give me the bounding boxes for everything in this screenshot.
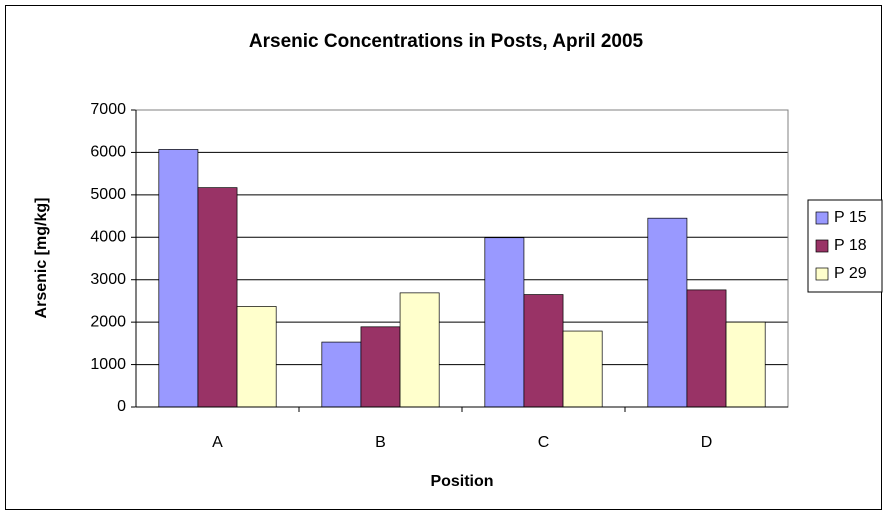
y-tick-label: 2000 <box>90 313 126 330</box>
bar <box>725 321 766 408</box>
bar <box>158 149 199 408</box>
bar <box>686 289 727 408</box>
y-tick-label: 6000 <box>90 144 126 161</box>
y-tick-label: 3000 <box>90 271 126 288</box>
legend-label: P 18 <box>834 237 867 254</box>
chart-border <box>5 5 882 510</box>
x-tick-label: D <box>701 434 713 451</box>
bar <box>523 294 564 408</box>
y-tick-label: 4000 <box>90 229 126 246</box>
bar <box>399 292 440 408</box>
y-tick-label: 5000 <box>90 186 126 203</box>
legend-swatch <box>815 211 829 225</box>
bar <box>484 237 525 408</box>
legend-swatch <box>815 267 829 281</box>
x-tick-label: C <box>538 434 550 451</box>
legend-label: P 15 <box>834 209 867 226</box>
x-axis-label: Position <box>430 473 493 490</box>
legend-label: P 29 <box>834 265 867 282</box>
y-tick-label: 1000 <box>90 356 126 373</box>
y-tick-label: 0 <box>117 398 126 415</box>
bar <box>360 326 401 408</box>
bar <box>562 330 603 408</box>
x-tick-label: A <box>212 434 223 451</box>
bar <box>197 187 238 408</box>
x-tick-label: B <box>375 434 386 451</box>
bar <box>321 341 362 408</box>
y-tick-label: 7000 <box>90 101 126 118</box>
bar <box>647 217 688 408</box>
legend-swatch <box>815 239 829 253</box>
y-axis-label: Arsenic [mg/kg] <box>33 198 50 319</box>
chart-title: Arsenic Concentrations in Posts, April 2… <box>249 31 644 52</box>
bar <box>236 306 277 408</box>
